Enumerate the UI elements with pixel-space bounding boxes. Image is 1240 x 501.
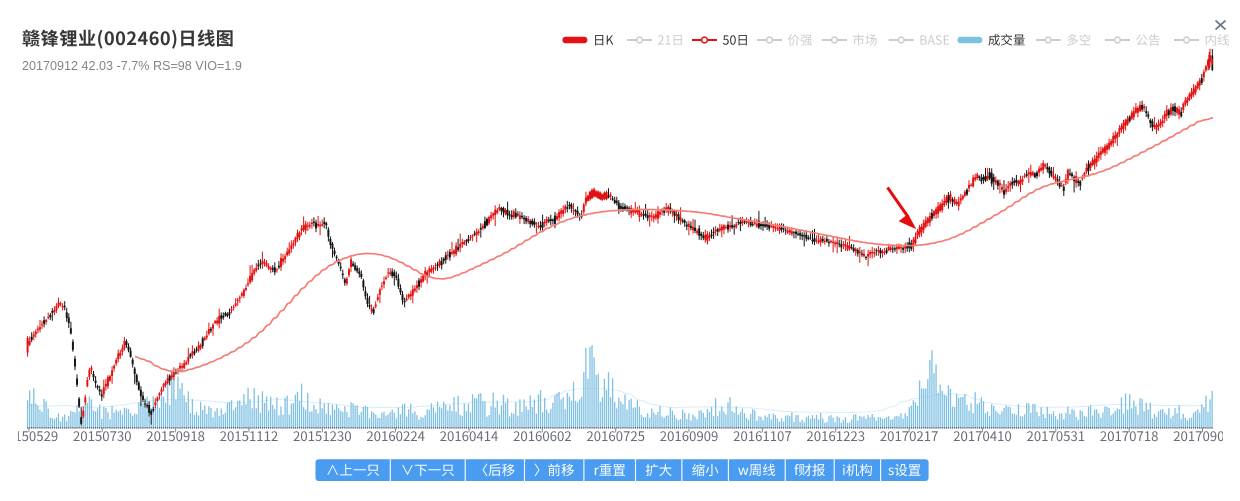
svg-text:20170912 42.03 -7.7% RS=98 VIO: 20170912 42.03 -7.7% RS=98 VIO=1.9 bbox=[22, 59, 242, 73]
